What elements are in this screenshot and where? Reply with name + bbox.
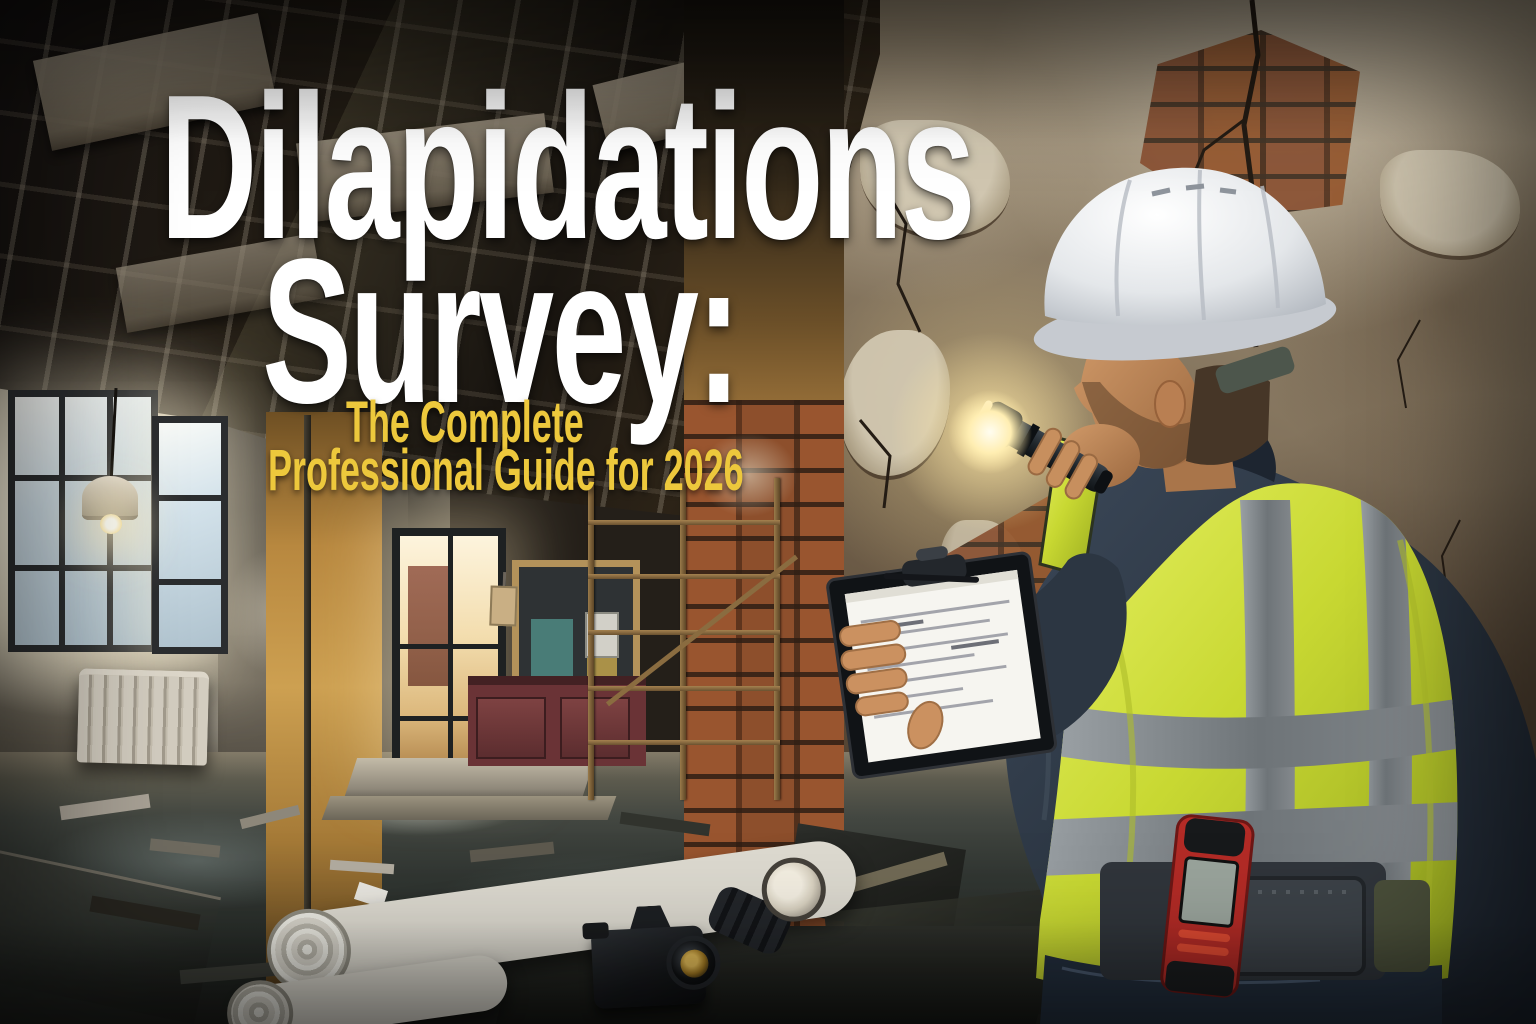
hand-flashlight-fingers	[1027, 427, 1099, 500]
hanging-picture	[489, 585, 518, 627]
window-mullion	[159, 579, 221, 585]
scaffold-rung	[588, 686, 780, 691]
scaffold-rung	[588, 520, 780, 525]
ear	[1154, 380, 1186, 428]
subtitle-line-1: The Complete	[346, 390, 584, 455]
radiator	[76, 668, 210, 766]
door-mullion	[400, 644, 498, 649]
doorway-step	[321, 796, 617, 820]
peeling-plaster-flake	[1380, 150, 1520, 260]
cabinet-panel	[560, 697, 630, 759]
pendant-lamp-bulb	[100, 514, 122, 534]
hard-hat-vents	[1151, 183, 1237, 197]
cabinet-panel	[476, 697, 546, 759]
window-large	[8, 390, 158, 652]
window-glass	[159, 423, 221, 647]
window-mullion	[159, 495, 221, 501]
door-mullion	[400, 716, 498, 721]
hard-hat	[1044, 167, 1326, 326]
hand-clipboard	[839, 619, 944, 750]
hair-back	[1186, 365, 1270, 465]
pillar-upper	[684, 0, 844, 430]
subtitle-line-2: Professional Guide for 2026	[268, 438, 744, 503]
beard	[1082, 382, 1190, 469]
maroon-cabinet	[468, 676, 646, 766]
wall-pipe	[304, 415, 311, 1005]
title-line-2: Survey:	[262, 216, 741, 446]
window-mullion	[15, 475, 151, 481]
scaffold-pole	[588, 478, 594, 800]
clipboard-notes	[860, 599, 1010, 719]
scaffold-pole	[680, 478, 686, 800]
title-line-1: Dilapidations	[160, 52, 976, 282]
camera-dial	[582, 922, 610, 940]
scaffolding	[588, 478, 799, 800]
belt-pouch-khaki	[1374, 880, 1430, 972]
dslr-camera	[577, 894, 723, 1017]
window-mullion	[15, 565, 151, 571]
window-glass	[15, 397, 151, 645]
scaffold-rung	[588, 574, 780, 579]
helmet-strap	[1215, 346, 1295, 394]
scaffold-rung	[588, 740, 780, 745]
clipboard	[826, 546, 1057, 780]
window-mullion	[59, 397, 65, 645]
doorway-outside-view	[408, 566, 448, 686]
scaffold-pole	[774, 478, 780, 800]
flashlight-beam	[948, 390, 1032, 474]
clipboard-pen	[883, 573, 980, 583]
peeling-plaster-flake	[860, 120, 1010, 240]
surveyor	[826, 167, 1536, 1024]
moisture-meter	[1160, 814, 1255, 998]
window-small	[152, 416, 228, 654]
scaffold-rung	[588, 630, 780, 635]
